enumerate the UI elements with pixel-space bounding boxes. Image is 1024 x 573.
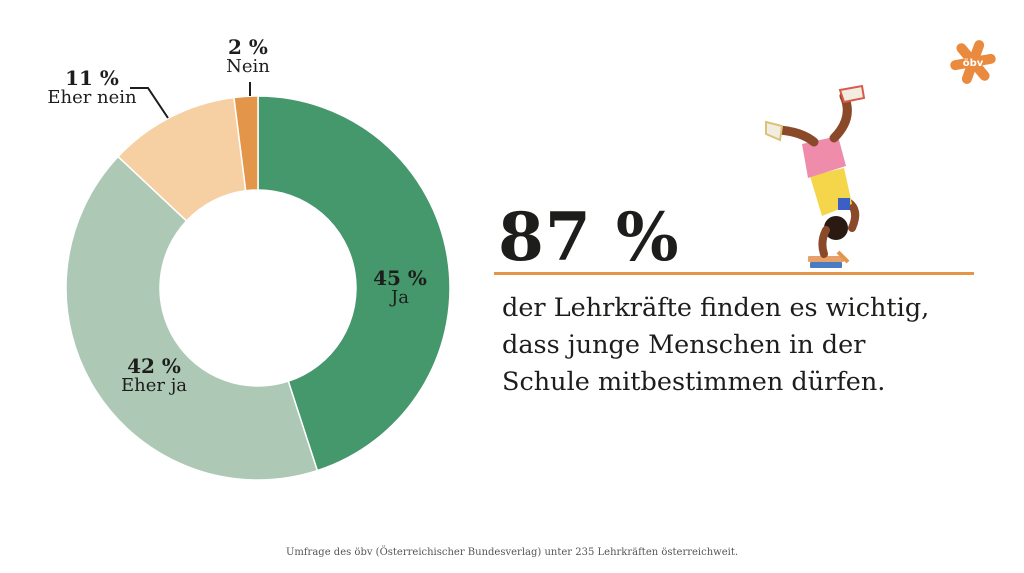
label-eher-ja-category: Eher ja (120, 375, 188, 396)
leader-line-eher-nein (130, 87, 169, 119)
slice-nein (233, 95, 259, 192)
label-ja-percent: 45 % (373, 266, 427, 290)
label-ja: 45 % Ja (360, 268, 440, 308)
headline-number: 87 % (498, 198, 680, 276)
label-nein-percent: 2 % (228, 35, 268, 59)
donut-chart (65, 82, 451, 481)
label-eher-nein: 11 % Eher nein (32, 68, 152, 108)
statement-line-3: Schule mitbestimmen dürfen. (502, 367, 886, 397)
handstand-kid-illustration (765, 84, 866, 268)
label-eher-ja: 42 % Eher ja (104, 356, 204, 396)
svg-text:öbv: öbv (963, 58, 984, 69)
label-ja-category: Ja (391, 287, 409, 308)
label-nein: 2 % Nein (208, 37, 288, 77)
label-nein-category: Nein (226, 56, 270, 77)
label-eher-nein-percent: 11 % (65, 66, 119, 90)
statement-line-1: der Lehrkräfte finden es wichtig, (502, 293, 930, 323)
statement-line-2: dass junge Menschen in der (502, 330, 866, 360)
slice-eher-ja (65, 155, 319, 481)
oebv-logo: öbv (950, 40, 996, 84)
label-eher-nein-category: Eher nein (47, 87, 137, 108)
label-eher-ja-percent: 42 % (127, 354, 181, 378)
headline-statement: der Lehrkräfte finden es wichtig, dass j… (502, 290, 982, 401)
headline-divider (494, 272, 974, 275)
slice-ja (257, 95, 451, 472)
footnote: Umfrage des öbv (Österreichischer Bundes… (285, 547, 739, 558)
